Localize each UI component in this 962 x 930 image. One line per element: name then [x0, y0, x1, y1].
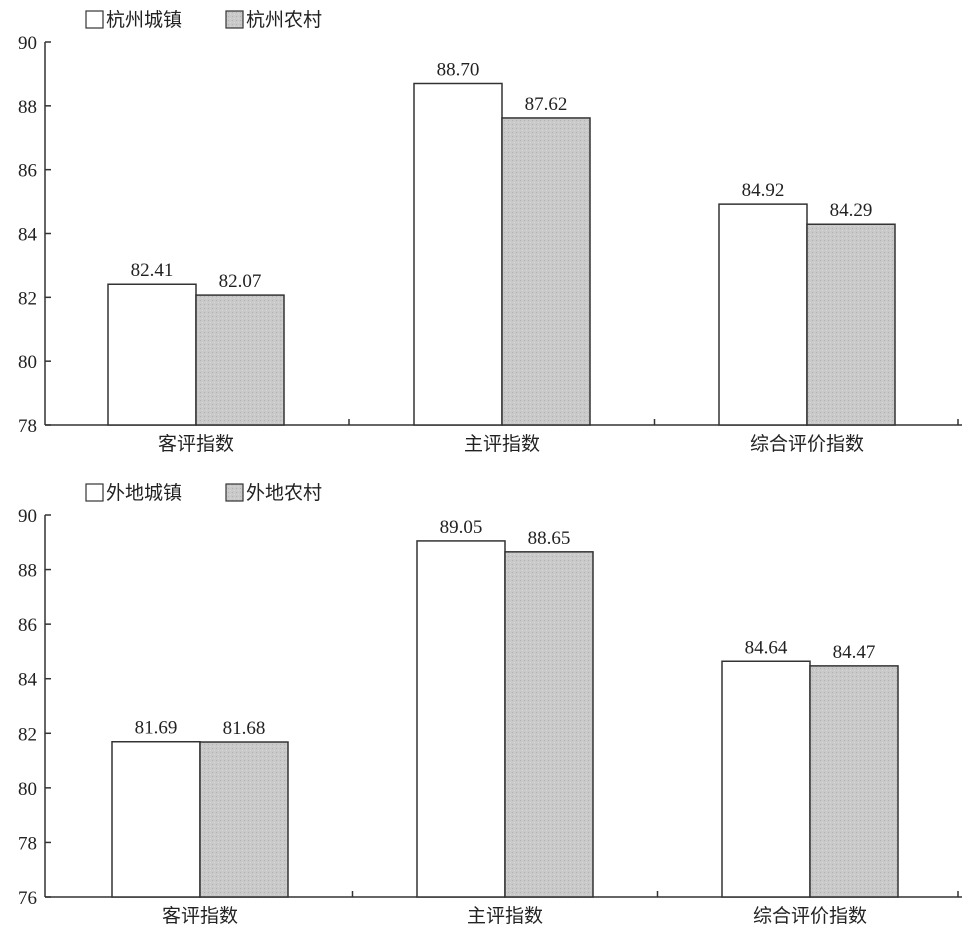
- y-tick-label: 86: [18, 161, 37, 182]
- bar-rural: [809, 665, 899, 898]
- x-category-label: 客评指数: [162, 905, 238, 927]
- y-tick-label: 84: [18, 670, 38, 691]
- other-region-chart: 76 78 80 82 84 86 88 90 81.69 81.68 客评指数 89.05 88.65…: [18, 482, 962, 927]
- y-tick-label: 90: [18, 506, 37, 527]
- y-tick-label: 90: [18, 33, 37, 54]
- data-label: 82.07: [219, 271, 262, 292]
- y-tick-label: 86: [18, 615, 37, 636]
- y-tick-label: 80: [18, 352, 37, 373]
- legend-swatch-rural: [225, 10, 244, 29]
- legend-label: 杭州农村: [246, 9, 322, 31]
- x-category-label: 客评指数: [158, 433, 234, 455]
- bar-rural: [504, 551, 594, 898]
- y-tick-label: 88: [18, 97, 37, 118]
- legend-swatch-rural: [225, 483, 244, 502]
- x-category-label: 综合评价指数: [750, 433, 864, 455]
- x-category-label: 主评指数: [464, 433, 540, 455]
- bar-rural: [195, 294, 285, 426]
- y-tick-label: 78: [18, 416, 37, 437]
- data-label: 82.41: [131, 260, 174, 281]
- bar-rural: [501, 117, 591, 426]
- data-label: 84.47: [833, 642, 876, 663]
- y-tick-label: 84: [18, 225, 38, 246]
- legend-swatch-urban: [85, 483, 104, 502]
- legend: 外地城镇 外地农村: [85, 482, 322, 504]
- y-tick-label: 82: [18, 288, 37, 309]
- data-label: 81.69: [135, 718, 178, 739]
- bar-rural: [199, 741, 289, 898]
- data-label: 81.68: [223, 718, 266, 739]
- y-tick-label: 82: [18, 724, 37, 745]
- legend-label: 杭州城镇: [106, 9, 182, 31]
- y-tick-label: 80: [18, 779, 37, 800]
- x-category-label: 综合评价指数: [753, 905, 867, 927]
- legend-swatch-urban: [85, 10, 104, 29]
- y-tick-label: 78: [18, 833, 37, 854]
- bar-urban: [416, 540, 506, 898]
- data-label: 84.29: [830, 200, 873, 221]
- bar-urban: [721, 660, 811, 898]
- bar-urban: [413, 82, 503, 426]
- data-label: 88.70: [437, 59, 480, 80]
- legend-label: 外地城镇: [106, 482, 182, 504]
- bar-rural: [806, 223, 896, 426]
- data-label: 87.62: [525, 94, 568, 115]
- data-label: 84.64: [745, 637, 788, 658]
- data-label: 88.65: [528, 528, 571, 549]
- legend-label: 外地农村: [246, 482, 322, 504]
- legend: 杭州城镇 杭州农村: [85, 9, 322, 31]
- y-tick-label: 76: [18, 888, 37, 909]
- bar-urban: [111, 740, 201, 898]
- x-category-label: 主评指数: [467, 905, 543, 927]
- data-label: 84.92: [742, 180, 785, 201]
- data-label: 89.05: [440, 517, 483, 538]
- bar-urban: [718, 203, 808, 426]
- hangzhou-chart: 78 80 82 84 86 88 90 82.41 82.07 客评指数 88.70 87.62 主评…: [18, 9, 962, 455]
- bar-urban: [107, 283, 197, 426]
- y-tick-label: 88: [18, 561, 37, 582]
